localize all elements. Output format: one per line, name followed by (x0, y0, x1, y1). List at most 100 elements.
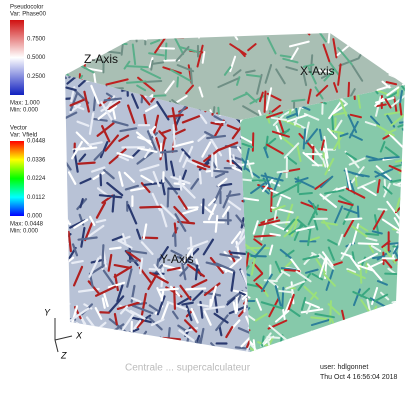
fiber (397, 232, 411, 236)
fiber (399, 270, 405, 284)
fiber (403, 130, 414, 133)
fiber (359, 243, 378, 244)
fiber (399, 327, 414, 340)
fiber (367, 330, 368, 349)
fiber (168, 115, 182, 117)
fiber (363, 43, 367, 55)
triad-label: Z (60, 350, 67, 360)
fiber (177, 77, 178, 86)
fiber (59, 54, 67, 67)
fiber (396, 308, 408, 313)
fiber (196, 266, 198, 280)
fiber (163, 338, 180, 339)
fiber (56, 85, 67, 93)
fiber (342, 327, 359, 339)
fiber (402, 320, 413, 325)
fiber (51, 99, 70, 100)
legend-max: Max: 0.0448 (10, 222, 44, 228)
fiber (295, 341, 297, 359)
fiber (140, 338, 160, 344)
legend-tick-label: 0.0224 (27, 176, 46, 182)
fiber (300, 193, 312, 194)
fiber (392, 307, 398, 314)
triad-z (55, 340, 58, 352)
legend-tick-label: 0.7500 (27, 36, 46, 42)
fiber (399, 301, 406, 314)
fiber (382, 331, 393, 345)
legend-tick-label: 0.2500 (27, 74, 46, 80)
fiber (127, 66, 147, 67)
fiber (136, 36, 146, 39)
fiber (153, 95, 166, 96)
legend-tick-label: 0.000 (27, 214, 43, 220)
fiber (334, 327, 344, 332)
legend-tick-label: 0.0112 (27, 195, 46, 201)
fiber (191, 69, 192, 84)
fiber (370, 312, 386, 317)
fiber (402, 327, 405, 342)
fiber (127, 81, 146, 82)
legend-max: Max: 1.000 (10, 101, 40, 107)
fiber (327, 331, 336, 338)
x-axis-label: X-Axis (300, 64, 335, 78)
fiber (203, 199, 204, 213)
fiber (338, 27, 350, 40)
fiber (358, 314, 367, 320)
triad-label: X (75, 330, 83, 340)
fiber (56, 276, 67, 282)
fiber (351, 339, 354, 356)
fiber (145, 81, 161, 82)
fiber (114, 347, 125, 352)
fiber (333, 333, 348, 335)
fiber (60, 126, 62, 141)
fiber (186, 288, 205, 289)
fiber (269, 337, 279, 338)
fiber (76, 50, 78, 62)
fiber (344, 337, 345, 355)
fiber (122, 45, 123, 55)
fiber (390, 308, 397, 318)
fiber (196, 341, 197, 360)
legend-min: Min: 0.000 (10, 229, 39, 235)
fiber (371, 334, 378, 343)
fiber (145, 339, 146, 350)
fiber (166, 44, 167, 60)
fiber (159, 289, 177, 290)
fiber (154, 351, 168, 356)
fiber (151, 61, 152, 70)
legend-tick-label: 0.0448 (27, 139, 46, 145)
fiber (198, 305, 207, 307)
fiber (399, 236, 414, 244)
fiber (358, 207, 359, 218)
visualization: Z-Axis X-Axis Y-Axis Pseudocolor Var: Ph… (0, 0, 414, 390)
triad-x (55, 336, 72, 340)
fiber (402, 152, 409, 163)
fiber (72, 49, 78, 57)
fiber (102, 245, 103, 267)
z-axis-label: Z-Axis (84, 52, 118, 66)
fiber (161, 151, 177, 152)
fiber (337, 337, 354, 347)
fiber (407, 147, 412, 159)
fiber (100, 175, 101, 186)
fiber (70, 341, 87, 344)
color-bar (10, 20, 24, 95)
fiber (405, 220, 407, 231)
fiber (378, 50, 393, 58)
fiber (303, 337, 317, 349)
fiber (175, 233, 176, 245)
fiber (106, 344, 126, 348)
fiber (174, 288, 175, 309)
fiber (311, 340, 324, 348)
fiber (320, 350, 340, 359)
fiber (143, 346, 154, 351)
fiber (212, 171, 227, 172)
legend-min: Min: 0.000 (10, 108, 39, 114)
fiber (58, 205, 68, 222)
fiber (384, 329, 392, 330)
fiber (386, 320, 389, 337)
fiber (401, 330, 411, 344)
fiber (56, 249, 68, 250)
fiber (380, 353, 399, 357)
page: Z-Axis X-Axis Y-Axis Pseudocolor Var: Ph… (0, 0, 414, 390)
